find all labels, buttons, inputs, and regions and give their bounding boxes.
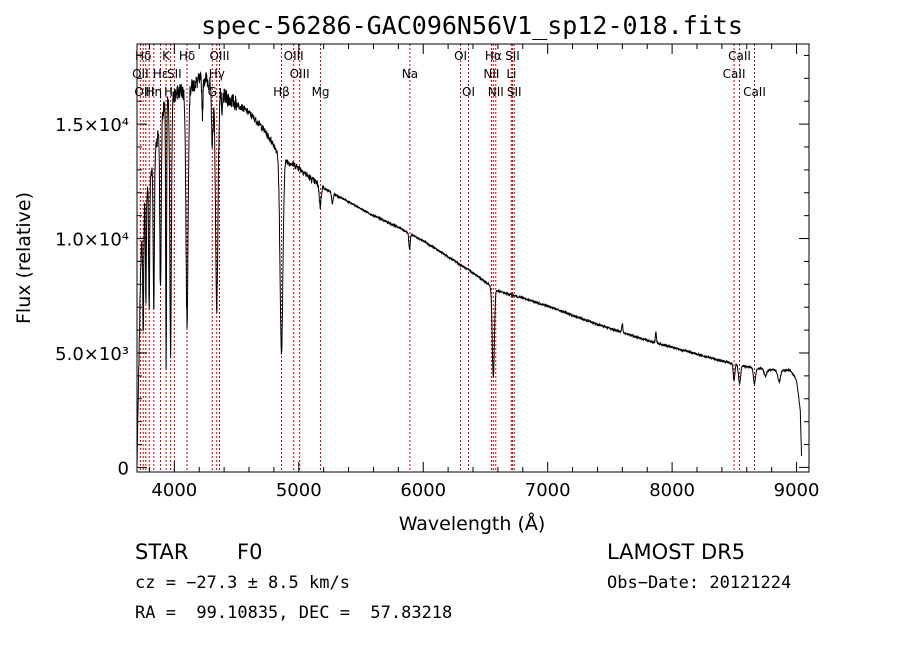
line-label: CaII [743,85,766,99]
line-label: Hα [485,49,502,63]
line-label: Mg [312,85,330,99]
line-label: SII [507,85,522,99]
line-label: OI [462,85,475,99]
plot-frame [136,43,810,473]
line-label: OIII [290,67,310,81]
x-tick-label: 9000 [774,480,820,501]
x-tick-label: 7000 [525,480,571,501]
object-subclass: F0 [237,540,263,564]
y-tick-label: 1.5×10⁴ [55,115,129,136]
line-label: Hγ [209,67,225,81]
survey-name: LAMOST DR5 [607,540,746,564]
spectrum-line [136,71,802,466]
line-label: SII [505,49,520,63]
observation-date: Obs−Date: 20121224 [607,573,792,593]
line-label: CaII [723,67,746,81]
line-label: Hε [153,67,169,81]
line-label: G [208,85,217,99]
y-tick-label: 5.0×10³ [55,344,129,365]
line-label: OIII [134,85,154,99]
line-label: Li [506,67,516,81]
line-label: K [162,49,171,63]
line-label: NII [488,85,504,99]
chart-title: spec-56286-GAC096N56V1_sp12-018.fits [201,11,743,40]
y-axis-label: Flux (relative) [13,192,35,324]
line-label: CaII [728,49,751,63]
line-label: Hη [145,85,162,99]
line-label: OIII [284,49,304,63]
x-tick-label: 6000 [400,480,446,501]
x-tick-label: 8000 [649,480,695,501]
x-axis: 4000 5000 6000 7000 8000 9000 [148,44,820,501]
line-label: Hδ [135,49,151,63]
y-tick-label: 1.0×10⁴ [55,230,129,251]
x-axis-label: Wavelength (Å) [399,512,546,535]
line-label: OII [132,67,149,81]
redshift-velocity: cz = −27.3 ± 8.5 km/s [135,573,350,593]
x-tick-label: 5000 [276,480,322,501]
line-label: SII [167,67,182,81]
y-axis: 0 5.0×10³ 1.0×10⁴ 1.5×10⁴ [55,54,809,479]
object-class: STAR [135,540,189,564]
line-label: OIII [209,49,229,63]
line-label: OI [454,49,467,63]
x-tick-label: 4000 [151,480,197,501]
sky-coordinates: RA = 99.10835, DEC = 57.83218 [135,603,453,623]
line-label: Na [402,67,418,81]
line-label: NII [483,67,499,81]
line-label: Hβ [273,85,290,99]
line-label: Hδ [179,49,195,63]
y-tick-label: 0 [118,458,129,479]
